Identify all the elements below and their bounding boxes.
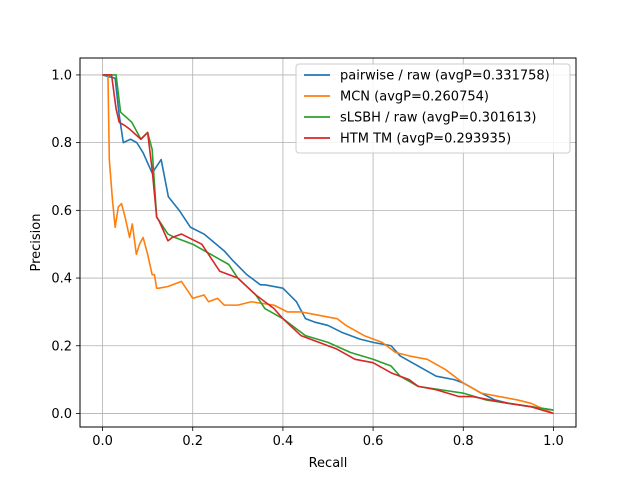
y-axis-label: Precision <box>29 213 44 271</box>
legend-label: HTM TM (avgP=0.293935) <box>340 132 511 147</box>
axis-ticks: 0.0 0.2 0.4 0.6 0.8 1.0 0.0 0.2 0.4 0.6 0.8 1.0 <box>51 68 563 449</box>
x-tick-label: 0.6 <box>363 434 384 449</box>
y-tick-label: 0.6 <box>51 204 72 219</box>
plot-frame <box>79 57 577 428</box>
y-tick-label: 1.0 <box>51 68 72 83</box>
legend-label: MCN (avgP=0.260754) <box>340 90 489 105</box>
x-tick-label: 0.0 <box>92 434 113 449</box>
y-tick-label: 0.2 <box>51 339 72 354</box>
x-tick-label: 1.0 <box>543 434 564 449</box>
y-tick-label: 0.0 <box>51 407 72 422</box>
x-axis-label: Recall <box>309 456 348 471</box>
series-line-1 <box>102 74 554 415</box>
legend-box <box>295 63 571 154</box>
y-tick-label: 0.8 <box>51 136 72 151</box>
legend-label: sLSBH / raw (avgP=0.301613) <box>340 111 537 126</box>
series-line-3 <box>102 74 554 415</box>
legend-label: pairwise / raw (avgP=0.331758) <box>340 69 550 84</box>
series-lines <box>102 74 554 415</box>
x-tick-label: 0.8 <box>453 434 474 449</box>
legend: pairwise / raw (avgP=0.331758) MCN (avgP=… <box>295 63 571 154</box>
x-tick-label: 0.4 <box>273 434 294 449</box>
x-tick-label: 0.2 <box>182 434 203 449</box>
y-tick-label: 0.4 <box>51 272 72 287</box>
series-line-0 <box>102 74 554 411</box>
